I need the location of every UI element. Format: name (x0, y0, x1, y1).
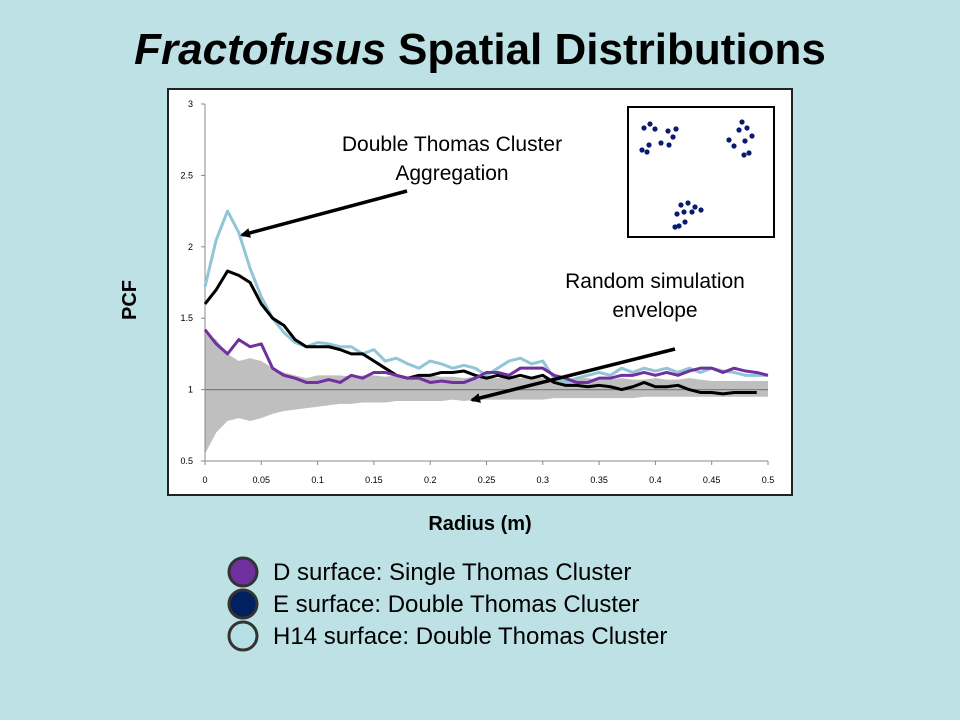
legend-swatch (227, 620, 259, 652)
plot-area: 0.5 1 1.5 2 2.5 3 0 0.05 0.1 0.15 0.2 0.25 0.3 0.35 0.… (180, 99, 774, 485)
annotation-text: envelope (612, 299, 697, 322)
annotations: Double Thomas Cluster Aggregation Random s… (342, 133, 745, 322)
y-tick-label: 1.5 (180, 313, 193, 323)
legend-label: H14 surface: Double Thomas Cluster (273, 623, 667, 650)
x-tick-label: 0 (202, 475, 207, 485)
annotation-arrow (240, 189, 408, 238)
legend-swatch (227, 556, 259, 588)
legend-swatch (227, 588, 259, 620)
title-rest: Spatial Distributions (398, 25, 826, 74)
y-tick-label: 2 (188, 242, 193, 252)
y-tick-label: 3 (188, 99, 193, 109)
x-tick-label: 0.25 (478, 475, 496, 485)
series-line (203, 209, 768, 384)
y-tick-label: 1 (188, 385, 193, 395)
x-tick-label: 0.05 (253, 475, 271, 485)
y-tick-label: 0.5 (180, 456, 193, 466)
x-tick-label: 0.15 (365, 475, 383, 485)
x-tick-label: 0.35 (590, 475, 608, 485)
legend: D surface: Single Thomas Cluster E surfac… (227, 556, 667, 652)
x-tick-label: 0.1 (311, 475, 324, 485)
x-tick-label: 0.2 (424, 475, 437, 485)
inset-points (639, 119, 755, 230)
simulation-envelope (205, 332, 768, 454)
annotation-text: Aggregation (395, 162, 508, 185)
legend-label: E surface: Double Thomas Cluster (273, 591, 639, 618)
title-italic: Fractofusus (134, 25, 386, 74)
legend-label: D surface: Single Thomas Cluster (273, 559, 631, 586)
x-tick-label: 0.5 (762, 475, 775, 485)
x-axis-label: Radius (m) (428, 513, 531, 535)
annotation-text: Double Thomas Cluster (342, 133, 562, 156)
x-tick-label: 0.45 (703, 475, 721, 485)
y-tick-label: 2.5 (180, 170, 193, 180)
slide-title: Fractofusus Spatial Distributions (134, 25, 826, 74)
annotation-text: Random simulation (565, 270, 745, 293)
annotation-arrow (470, 347, 676, 403)
x-tick-label: 0.3 (537, 475, 550, 485)
y-axis-label: PCF (119, 280, 141, 320)
x-tick-label: 0.4 (649, 475, 662, 485)
inset-frame (627, 106, 775, 238)
series-line (203, 328, 769, 384)
